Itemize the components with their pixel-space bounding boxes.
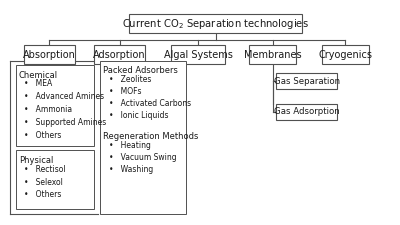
FancyBboxPatch shape bbox=[100, 61, 186, 214]
Text: •   Others: • Others bbox=[24, 190, 62, 199]
Text: •   Ionic Liquids: • Ionic Liquids bbox=[109, 111, 168, 120]
FancyBboxPatch shape bbox=[130, 14, 302, 33]
Text: Cryogenics: Cryogenics bbox=[318, 50, 372, 60]
Text: •   Zeolites: • Zeolites bbox=[109, 75, 151, 84]
Text: •   Vacuum Swing: • Vacuum Swing bbox=[109, 153, 176, 162]
Text: •   Rectisol: • Rectisol bbox=[24, 165, 66, 174]
Text: Physical: Physical bbox=[19, 156, 53, 165]
FancyBboxPatch shape bbox=[276, 73, 337, 89]
FancyBboxPatch shape bbox=[170, 45, 226, 64]
FancyBboxPatch shape bbox=[94, 45, 145, 64]
Text: Absorption: Absorption bbox=[23, 50, 76, 60]
FancyBboxPatch shape bbox=[322, 45, 368, 64]
FancyBboxPatch shape bbox=[249, 45, 296, 64]
Text: Gas Separation: Gas Separation bbox=[274, 76, 340, 86]
Text: •   Ammonia: • Ammonia bbox=[24, 105, 72, 114]
Text: •   Supported Amines: • Supported Amines bbox=[24, 118, 107, 127]
Text: Packed Adsorbers: Packed Adsorbers bbox=[103, 66, 178, 75]
Text: Current CO$_2$ Separation technologies: Current CO$_2$ Separation technologies bbox=[122, 17, 309, 31]
FancyBboxPatch shape bbox=[276, 104, 337, 120]
Text: •   MEA: • MEA bbox=[24, 79, 53, 88]
Text: Chemical: Chemical bbox=[19, 71, 58, 80]
Text: •   Advanced Amines: • Advanced Amines bbox=[24, 92, 104, 101]
Text: Adsorption: Adsorption bbox=[93, 50, 146, 60]
FancyBboxPatch shape bbox=[24, 45, 74, 64]
Text: Regeneration Methods: Regeneration Methods bbox=[103, 132, 198, 141]
Text: •   Washing: • Washing bbox=[109, 165, 153, 174]
Text: •   Activated Carbons: • Activated Carbons bbox=[109, 99, 191, 108]
Text: Algal Systems: Algal Systems bbox=[164, 50, 232, 60]
Text: •   Heating: • Heating bbox=[109, 141, 150, 150]
Text: Gas Adsorption: Gas Adsorption bbox=[274, 108, 340, 117]
Text: •   MOFs: • MOFs bbox=[109, 87, 141, 96]
Text: •   Selexol: • Selexol bbox=[24, 178, 63, 187]
FancyBboxPatch shape bbox=[16, 65, 94, 146]
FancyBboxPatch shape bbox=[16, 151, 94, 209]
Text: Membranes: Membranes bbox=[244, 50, 301, 60]
Text: •   Others: • Others bbox=[24, 130, 62, 140]
